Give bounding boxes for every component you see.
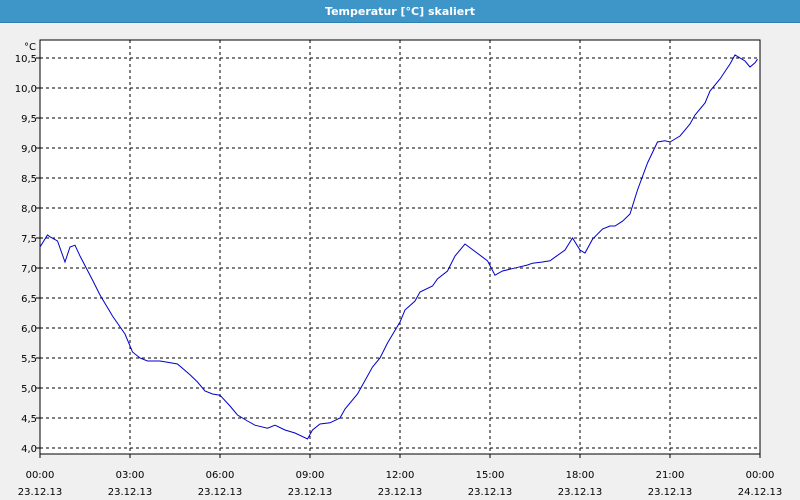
y-axis: 4,0 4,5 5,0 5,5 6,0 6,5 7,0 7,5 8,0 8,5 9,0 9,5 10,0… [15, 54, 40, 455]
y-tick-label: 6,5 [21, 294, 37, 305]
y-tick-label: 5,0 [21, 384, 37, 395]
y-tick-label: 7,0 [21, 264, 37, 275]
grid [40, 40, 760, 454]
temperature-chart: 4,0 4,5 5,0 5,5 6,0 6,5 7,0 7,5 8,0 8,5 9,0 9,5 10,0… [15, 39, 783, 498]
x-tick-date: 23.12.13 [198, 487, 243, 498]
x-tick-date: 23.12.13 [648, 487, 693, 498]
chart-area: 4,0 4,5 5,0 5,5 6,0 6,5 7,0 7,5 8,0 8,5 9,0 9,5 10,0… [0, 22, 800, 500]
y-tick-label: 8,0 [21, 204, 37, 215]
y-tick-label: 4,0 [21, 444, 37, 455]
x-tick-time: 06:00 [206, 470, 235, 481]
series-group [39, 54, 758, 440]
y-tick-label: 4,5 [21, 414, 37, 425]
x-tick-time: 00:00 [26, 470, 55, 481]
x-tick-date: 23.12.13 [18, 487, 63, 498]
chart-title: Temperatur [°C] skaliert [0, 0, 800, 23]
x-tick-time: 15:00 [476, 470, 505, 481]
x-tick-time: 18:00 [566, 470, 595, 481]
x-tick-date: 23.12.13 [288, 487, 333, 498]
x-tick-time: 12:00 [386, 470, 415, 481]
y-tick-label: 9,0 [21, 144, 37, 155]
y-tick-label: 10,5 [15, 54, 37, 65]
x-tick-time: 09:00 [296, 470, 325, 481]
temperature-series-line [39, 54, 758, 440]
y-tick-label: 10,0 [15, 84, 37, 95]
y-tick-label: 7,5 [21, 234, 37, 245]
x-tick-time: 21:00 [656, 470, 685, 481]
x-tick-time: 03:00 [116, 470, 145, 481]
x-tick-date: 23.12.13 [108, 487, 153, 498]
x-tick-date: 23.12.13 [378, 487, 423, 498]
x-tick-date: 23.12.13 [468, 487, 513, 498]
y-tick-label: 6,0 [21, 324, 37, 335]
y-tick-label: 8,5 [21, 174, 37, 185]
x-tick-date: 23.12.13 [558, 487, 603, 498]
y-tick-label: 5,5 [21, 354, 37, 365]
x-tick-time: 00:00 [746, 470, 775, 481]
y-tick-label: 9,5 [21, 114, 37, 125]
x-axis: 00:00 23.12.13 03:00 23.12.13 06:00 23.12.13 0… [18, 454, 783, 498]
y-axis-unit: °C [24, 42, 36, 53]
x-tick-date: 24.12.13 [738, 487, 783, 498]
